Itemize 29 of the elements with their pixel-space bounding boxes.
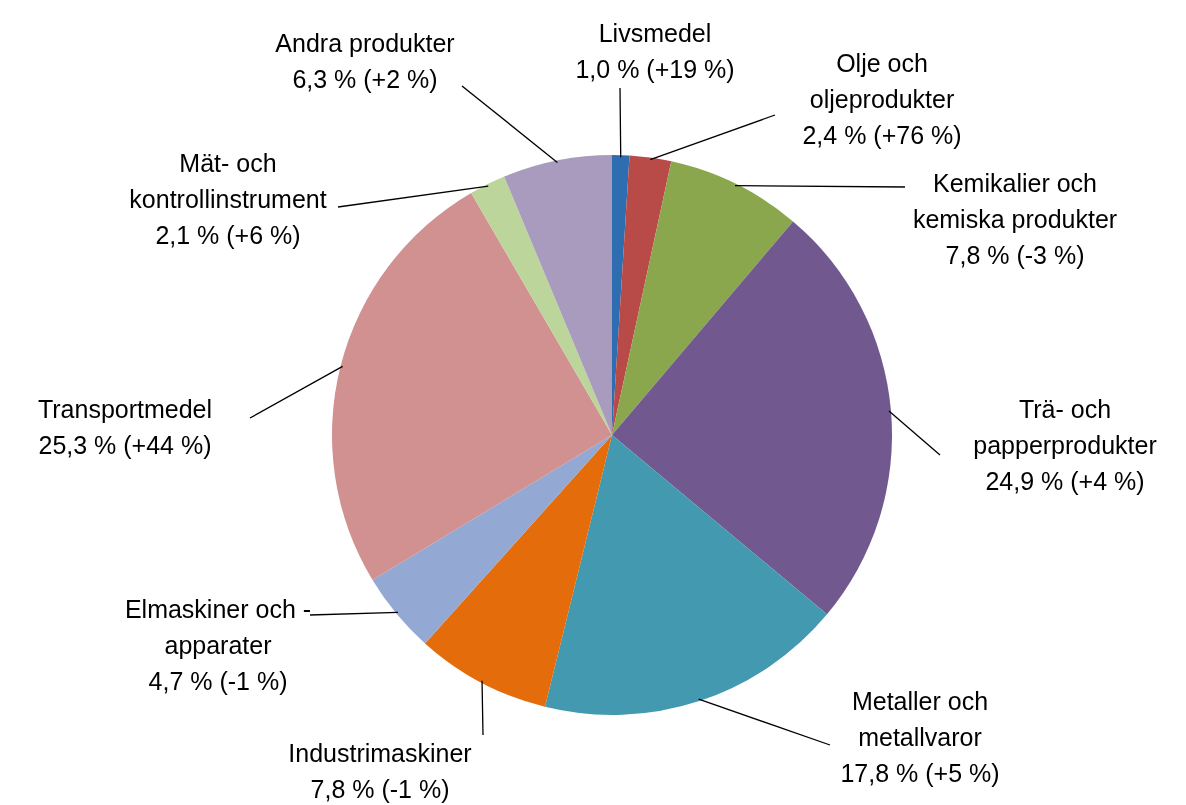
data-label: 24,9 % (+4 %): [985, 467, 1145, 495]
pie-slice: [425, 435, 612, 707]
pie-slice: [332, 193, 612, 581]
pie-slice: [612, 161, 794, 435]
data-label: 1,0 % (+19 %): [575, 55, 735, 83]
slice-label: Mät- och kontrollinstrument: [129, 149, 327, 213]
slice-label: Industrimaskiner: [288, 739, 472, 767]
pie-slice: [544, 435, 828, 715]
data-label: 4,7 % (-1 %): [148, 667, 288, 695]
slice-label: Livsmedel: [598, 19, 712, 47]
data-label: 2,4 % (+76 %): [802, 121, 962, 149]
slice-label: Kemikalier och kemiska produkter: [912, 169, 1118, 233]
pie-slice: [372, 435, 612, 644]
data-label: 6,3 % (+2 %): [292, 65, 438, 93]
pie-slice: [612, 155, 672, 435]
pie-slice: [471, 176, 612, 435]
slice-label: Andra produkter: [275, 29, 455, 57]
pie-slice: [504, 155, 612, 435]
slice-label: Trä- och papperprodukter: [973, 395, 1157, 459]
data-label: 7,8 % (-1 %): [310, 775, 450, 803]
slice-label: Metaller och metallvaror: [851, 687, 989, 751]
data-label: 25,3 % (+44 %): [38, 431, 212, 459]
pie-slice: [612, 221, 892, 615]
slice-label: Olje och oljeprodukter: [809, 49, 955, 113]
slice-label: Transportmedel: [37, 395, 213, 423]
data-label: 17,8 % (+5 %): [840, 759, 1000, 787]
data-label: 2,1 % (+6 %): [155, 221, 301, 249]
data-label: 7,8 % (-3 %): [945, 241, 1085, 269]
slice-label: Elmaskiner och -apparater: [124, 595, 312, 659]
